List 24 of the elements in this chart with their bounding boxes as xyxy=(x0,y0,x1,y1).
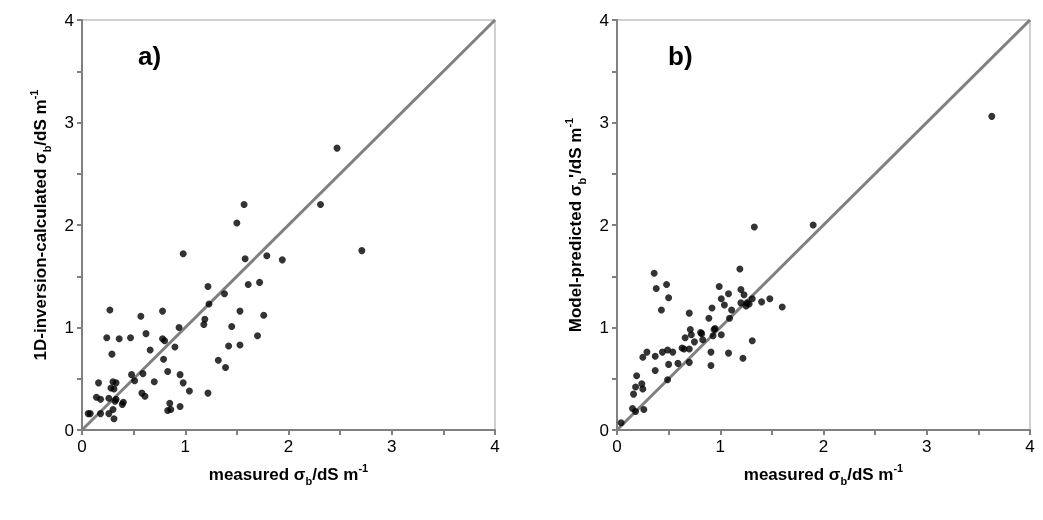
y-tick-label: 2 xyxy=(599,215,609,235)
x-tick-label: 0 xyxy=(612,437,622,456)
y-tick-label: 0 xyxy=(599,420,609,440)
y-axis-title: 1D-inversion-calculated σb/dS m-1 xyxy=(27,89,53,361)
y-tick-label: 1 xyxy=(599,318,609,337)
x-tick-label: 3 xyxy=(387,437,397,456)
x-tick-label: 1 xyxy=(180,437,190,456)
y-tick-label: 0 xyxy=(64,420,74,440)
y-tick-label: 3 xyxy=(64,113,74,132)
y-tick-label: 1 xyxy=(64,318,74,337)
x-tick-label: 4 xyxy=(490,437,500,456)
y-axis-title: Model-predicted σb'/dS m-1 xyxy=(562,117,588,333)
y-tick-label: 4 xyxy=(64,10,74,30)
x-tick-label: 0 xyxy=(77,437,87,456)
x-tick-label: 3 xyxy=(922,437,932,456)
x-tick-label: 2 xyxy=(283,437,294,456)
x-tick-label: 4 xyxy=(1025,437,1035,456)
x-tick-label: 2 xyxy=(818,437,829,456)
annotation: b) xyxy=(668,41,693,71)
annotation: a) xyxy=(138,41,162,71)
y-tick-label: 3 xyxy=(599,113,609,132)
y-tick-label: 4 xyxy=(599,10,609,30)
y-tick-label: 2 xyxy=(64,215,74,235)
x-tick-label: 1 xyxy=(715,437,725,456)
